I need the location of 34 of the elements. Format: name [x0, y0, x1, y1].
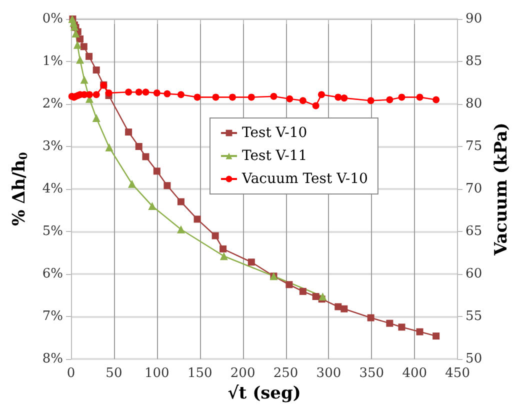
x-tick-label: 400 — [402, 366, 428, 381]
y-tick-label: 4% — [42, 182, 63, 196]
x-tick-label: 200 — [230, 366, 256, 381]
x-tick-label: 150 — [187, 366, 212, 381]
x-tick-label: 300 — [316, 366, 342, 381]
y-tick-label: 8% — [42, 352, 63, 366]
legend-label: Vacuum Test V-10 — [241, 171, 368, 187]
legend-label: Test V-10 — [242, 125, 308, 141]
y-tick-label: 2% — [42, 96, 63, 112]
x-tick-label: 50 — [106, 366, 122, 381]
x-tick-label: 450 — [445, 366, 470, 381]
y-tick-label: 7% — [42, 309, 63, 324]
y2-tick-label: 85 — [466, 54, 482, 69]
x-tick-label: 250 — [273, 366, 298, 381]
y2-tick-label: 90 — [466, 12, 482, 26]
y-axis-title: % Δh/h0 — [10, 152, 30, 226]
y-tick-label: 1% — [42, 54, 63, 69]
x-axis-title: √t (seg) — [228, 383, 301, 404]
x-tick-label: 350 — [359, 366, 384, 381]
x-tick-label: 0 — [66, 366, 76, 381]
legend-label: Test V-11 — [242, 148, 308, 164]
y-tick-label: 3% — [42, 139, 63, 154]
y2-tick-label: 55 — [466, 309, 482, 324]
y-tick-label: 6% — [42, 266, 63, 282]
y2-tick-label: 80 — [466, 96, 482, 112]
y2-tick-label: 50 — [466, 352, 482, 366]
x-tick-label: 100 — [144, 366, 170, 381]
y2-axis-title: Vacuum (kPa) — [492, 122, 512, 256]
y2-tick-label: 65 — [466, 224, 482, 239]
y2-tick-label: 70 — [466, 182, 482, 196]
y2-tick-label: 75 — [466, 139, 482, 154]
y2-tick-label: 60 — [466, 266, 482, 282]
y-tick-label: 0% — [42, 12, 63, 26]
y-tick-label: 5% — [42, 224, 63, 239]
